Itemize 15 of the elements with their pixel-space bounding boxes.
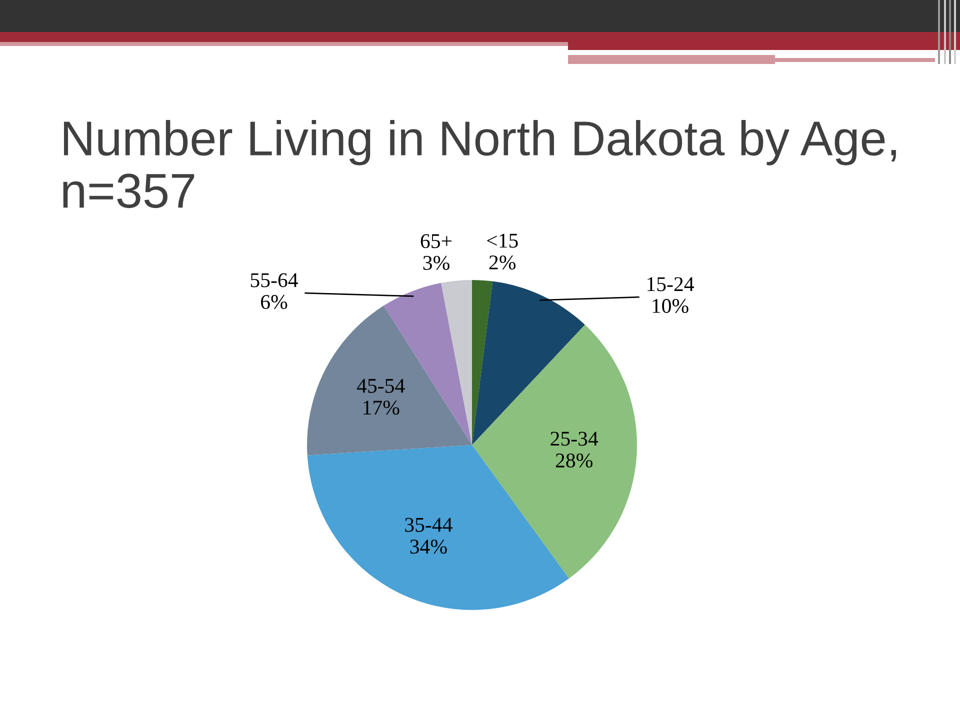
slice-label: 25-34: [550, 432, 598, 446]
data-label: 2%: [489, 255, 516, 270]
slice-label: 15-24: [648, 277, 694, 292]
slice-label: 65+: [420, 234, 452, 248]
data-label: 6%: [261, 294, 288, 310]
chart-title: Number Living in North Dakota by Age, n=357: [63, 120, 896, 208]
data-label: 34%: [410, 540, 447, 554]
slice-label: 45-54: [356, 378, 405, 393]
slice-label: <15: [487, 234, 518, 248]
data-label: 3%: [423, 256, 450, 270]
data-label: 28%: [556, 453, 592, 468]
slice-label: 35-44: [405, 518, 452, 532]
slice-label: 55-64: [250, 273, 298, 288]
data-label: 17%: [364, 400, 400, 415]
data-label: 10%: [652, 298, 688, 314]
